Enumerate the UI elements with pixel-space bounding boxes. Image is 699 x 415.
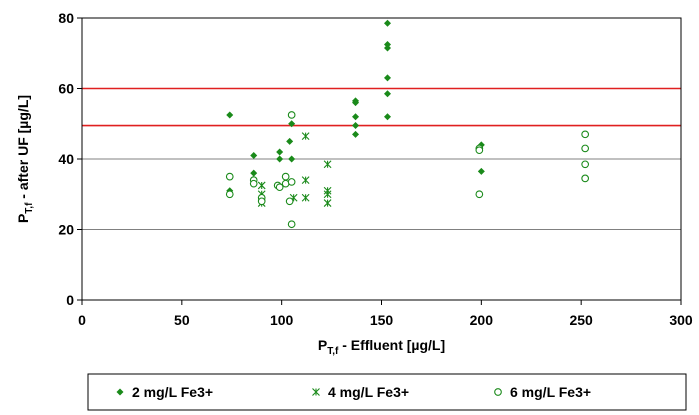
data-point-star <box>323 190 332 199</box>
axis-ticks: 0 50 100 150 200 250 300 0 20 40 60 80 <box>58 10 692 328</box>
x-tick-label: 150 <box>370 312 394 328</box>
legend-marker-star <box>312 388 320 396</box>
x-tick-label: 200 <box>470 312 494 328</box>
data-point-diamond <box>226 111 234 119</box>
legend-marker-circle <box>494 388 502 396</box>
data-point-circle <box>257 197 266 206</box>
series-2-points <box>257 132 332 207</box>
y-tick-label: 0 <box>66 292 74 308</box>
data-point-circle <box>249 179 258 188</box>
data-point-star <box>301 132 310 140</box>
data-point-circle <box>475 190 484 199</box>
data-point-circle <box>275 183 284 192</box>
y-tick-label: 80 <box>58 10 74 26</box>
data-point-circle <box>581 160 590 169</box>
data-point-diamond <box>383 74 391 82</box>
data-point-circle <box>581 174 590 183</box>
data-point-diamond <box>352 113 360 121</box>
y-axis-title-rest: - after UF [µg/L] <box>15 95 31 203</box>
data-point-diamond <box>250 151 258 159</box>
series-1-points <box>226 19 485 195</box>
data-point-diamond <box>276 148 284 156</box>
x-axis-title-subscript: T,f <box>327 346 339 357</box>
data-points <box>225 19 590 229</box>
data-point-circle <box>225 190 234 199</box>
data-point-diamond <box>352 130 360 138</box>
data-point-diamond <box>352 122 360 130</box>
data-point-circle <box>225 172 234 181</box>
legend-item-3: 6 mg/L Fe3+ <box>494 384 591 400</box>
data-point-diamond <box>286 137 294 145</box>
legend-box <box>87 373 687 411</box>
x-tick-label: 0 <box>78 312 86 328</box>
data-point-star <box>323 160 332 169</box>
data-point-diamond <box>383 113 391 121</box>
x-axis-title-rest: - Effluent [µg/L] <box>338 337 445 353</box>
chart-legend: 2 mg/L Fe3+ 4 mg/L Fe3+ 6 mg/L Fe3+ <box>87 373 687 411</box>
data-point-star <box>301 176 310 185</box>
legend-label: 2 mg/L Fe3+ <box>132 384 213 400</box>
legend-label: 6 mg/L Fe3+ <box>510 384 591 400</box>
data-point-diamond <box>383 40 391 48</box>
data-point-circle <box>285 197 294 206</box>
y-axis-title-subscript: T,f <box>24 202 35 214</box>
data-point-star <box>257 181 266 190</box>
data-point-circle <box>475 146 484 155</box>
legend-item-2: 4 mg/L Fe3+ <box>312 384 409 400</box>
x-tick-label: 300 <box>669 312 693 328</box>
grid-lines <box>82 158 681 230</box>
data-point-star <box>301 193 310 202</box>
x-tick-label: 50 <box>174 312 190 328</box>
data-point-diamond <box>250 169 258 177</box>
data-point-diamond <box>288 155 296 163</box>
data-point-diamond <box>276 155 284 163</box>
data-point-diamond <box>288 120 296 128</box>
series-3-points <box>225 111 590 229</box>
data-point-diamond <box>383 44 391 52</box>
y-tick-label: 40 <box>58 151 74 167</box>
x-tick-label: 100 <box>270 312 294 328</box>
data-point-star <box>323 199 332 207</box>
data-point-circle <box>287 111 296 119</box>
data-point-circle <box>581 130 590 139</box>
x-axis-title-main: P <box>318 337 327 353</box>
x-axis-title: PT,f - Effluent [µg/L] <box>318 337 445 357</box>
data-point-diamond <box>383 90 391 98</box>
data-point-diamond <box>352 99 360 107</box>
legend-item-1: 2 mg/L Fe3+ <box>116 384 213 400</box>
data-point-circle <box>581 144 590 153</box>
y-axis-title-main: P <box>15 214 31 223</box>
y-tick-label: 20 <box>58 222 74 238</box>
data-point-circle <box>287 220 296 229</box>
data-point-circle <box>287 178 296 186</box>
data-point-circle <box>281 172 290 181</box>
reference-lines <box>82 87 681 127</box>
legend-marker-diamond <box>116 388 124 396</box>
y-tick-label: 60 <box>58 81 74 97</box>
y-axis-title: PT,f - after UF [µg/L] <box>15 95 35 223</box>
data-point-diamond <box>383 19 391 27</box>
data-point-diamond <box>477 167 485 175</box>
x-tick-label: 250 <box>569 312 593 328</box>
legend-label: 4 mg/L Fe3+ <box>328 384 409 400</box>
